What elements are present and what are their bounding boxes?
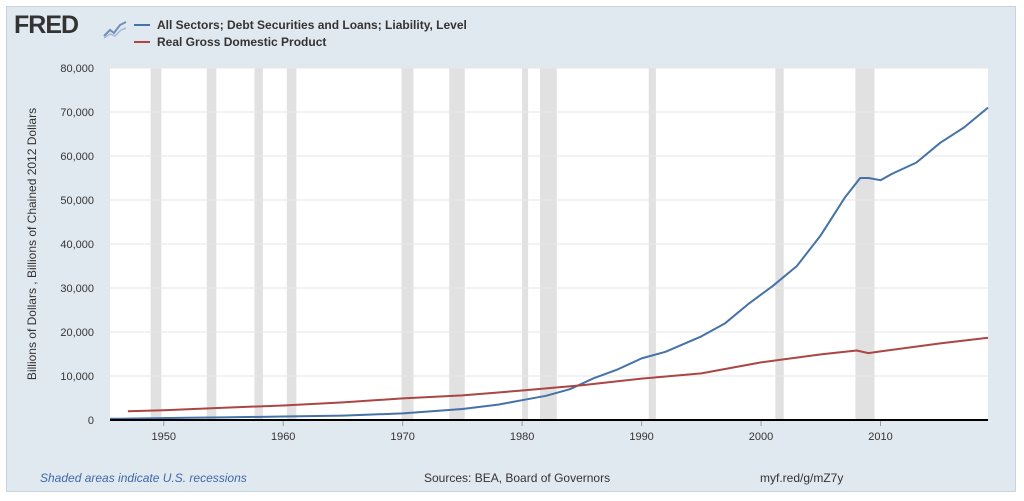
legend-item-debt[interactable]: All Sectors; Debt Securities and Loans; … (134, 17, 467, 33)
y-tick-label: 30,000 (60, 283, 94, 295)
y-tick-label: 40,000 (60, 239, 94, 251)
y-tick-label: 60,000 (60, 151, 94, 163)
y-tick-label: 70,000 (60, 107, 94, 119)
series-line-debt[interactable] (110, 106, 989, 420)
x-tick-label: 1950 (152, 431, 176, 443)
legend-swatch-gdp (134, 41, 150, 43)
x-tick-label: 1990 (629, 431, 653, 443)
x-tick-label: 2000 (749, 431, 773, 443)
x-tick-label: 2010 (868, 431, 892, 443)
short-url-link[interactable]: myf.red/g/mZ7y (760, 471, 844, 485)
x-tick-label: 1960 (271, 431, 295, 443)
sources-text: Sources: BEA, Board of Governors (424, 471, 611, 485)
trend-line-icon (103, 21, 127, 39)
legend-item-gdp[interactable]: Real Gross Domestic Product (134, 34, 326, 50)
y-tick-label: 20,000 (60, 327, 94, 339)
x-tick-label: 1970 (390, 431, 414, 443)
fred-logo[interactable]: FRED (14, 11, 79, 39)
y-tick-label: 80,000 (60, 63, 94, 75)
x-tick-label: 1980 (510, 431, 534, 443)
series-line-gdp[interactable] (127, 336, 989, 413)
y-tick-label: 50,000 (60, 195, 94, 207)
y-tick-label: 10,000 (60, 371, 94, 383)
recession-note: Shaded areas indicate U.S. recessions (40, 471, 247, 485)
y-tick-label: 0 (88, 415, 94, 427)
legend-swatch-debt (134, 24, 150, 26)
legend-label-debt: All Sectors; Debt Securities and Loans; … (157, 18, 467, 32)
legend-label-gdp: Real Gross Domestic Product (157, 35, 327, 49)
y-axis-label: Billions of Dollars , Billions of Chaine… (25, 108, 39, 380)
